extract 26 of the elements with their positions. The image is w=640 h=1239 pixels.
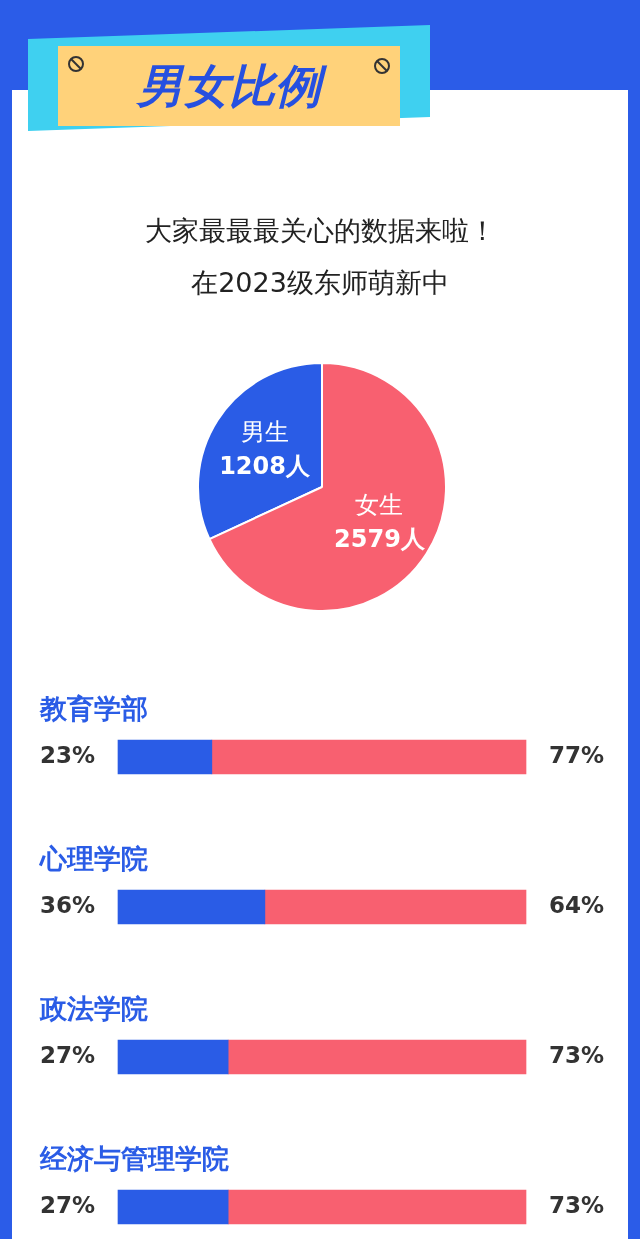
data-label: 36% bbox=[40, 891, 96, 918]
text: 在2023级东师萌新中 bbox=[190, 266, 450, 300]
data-label: 23% bbox=[40, 741, 96, 768]
data-label: 1208人 bbox=[219, 451, 311, 480]
data-label: 73% bbox=[548, 1191, 604, 1218]
bar bbox=[227, 1189, 527, 1225]
y-tick-label: 心理学院 bbox=[38, 843, 148, 875]
data-label: 27% bbox=[40, 1191, 96, 1218]
data-label: 2579人 bbox=[334, 524, 426, 553]
bar bbox=[117, 1189, 229, 1225]
bar bbox=[264, 889, 527, 925]
data-label: 73% bbox=[548, 1041, 604, 1068]
data-label: 27% bbox=[40, 1041, 96, 1068]
bar bbox=[227, 1039, 527, 1075]
slice-label: 女生 bbox=[355, 490, 404, 519]
data-label: 64% bbox=[548, 891, 604, 918]
data-label: 77% bbox=[548, 741, 604, 768]
y-tick-label: 教育学部 bbox=[39, 693, 148, 725]
y-tick-label: 政法学院 bbox=[39, 993, 148, 1025]
bar bbox=[211, 739, 527, 775]
chart-subtitle: 大家最最最关心的数据来啦！ bbox=[143, 214, 497, 248]
bar bbox=[117, 739, 213, 775]
bar bbox=[117, 889, 266, 925]
y-tick-label: 经济与管理学院 bbox=[39, 1143, 229, 1175]
slice-label: 男生 bbox=[240, 417, 289, 446]
bar bbox=[117, 1039, 229, 1075]
